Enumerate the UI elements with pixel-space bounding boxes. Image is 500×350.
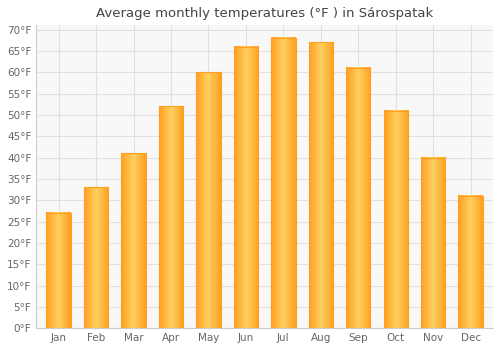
Bar xyxy=(421,158,446,328)
Bar xyxy=(271,38,295,328)
Bar xyxy=(234,47,258,328)
Bar xyxy=(122,153,146,328)
Bar xyxy=(308,42,333,328)
Bar xyxy=(159,106,183,328)
Bar xyxy=(84,187,108,328)
Bar xyxy=(384,111,408,328)
Bar xyxy=(458,196,483,328)
Title: Average monthly temperatures (°F ) in Sárospatak: Average monthly temperatures (°F ) in Sá… xyxy=(96,7,433,20)
Bar xyxy=(46,213,71,328)
Bar xyxy=(346,68,370,328)
Bar xyxy=(196,72,220,328)
